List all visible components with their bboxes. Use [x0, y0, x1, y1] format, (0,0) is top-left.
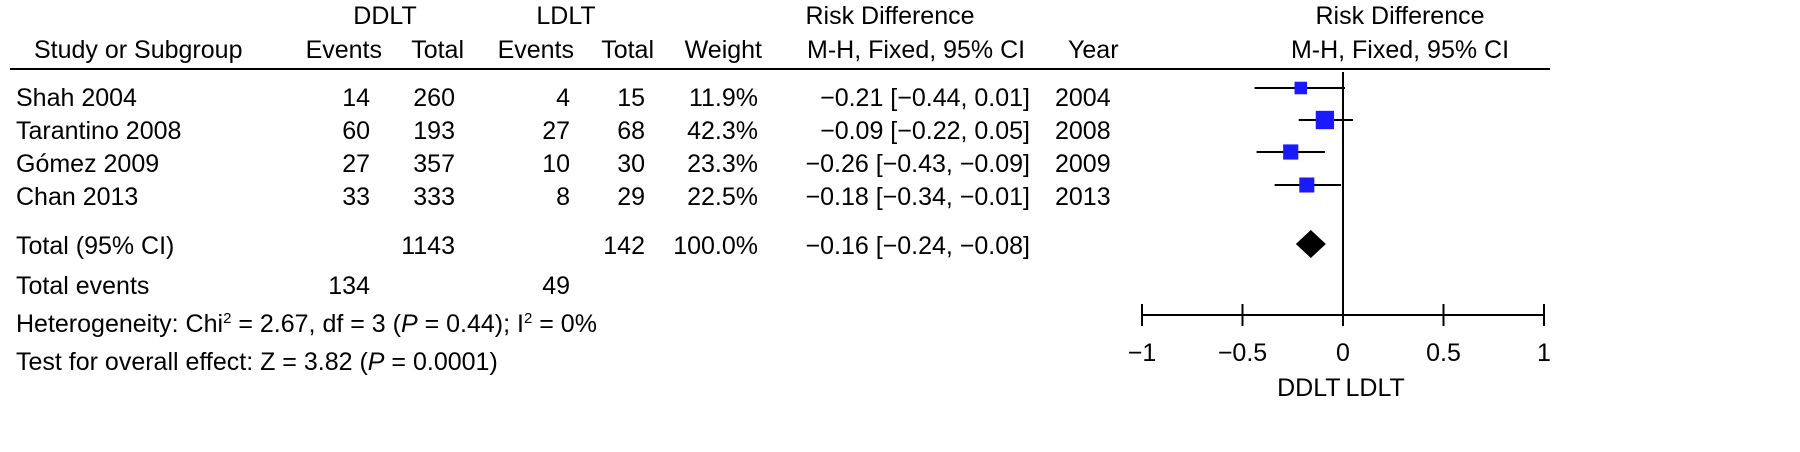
ddlt-total: 357: [413, 150, 455, 178]
ldlt-events: 4: [556, 84, 570, 112]
study-marker: [1294, 81, 1308, 95]
ldlt-events: 27: [542, 117, 570, 145]
overall-effect-text: Test for overall effect: Z = 3.82 (P = 0…: [16, 348, 498, 376]
plot-method: M-H, Fixed, 95% CI: [1290, 36, 1510, 64]
ddlt-group-header: DDLT: [353, 2, 417, 30]
tick-label: −1: [1128, 339, 1157, 367]
method-header: M-H, Fixed, 95% CI: [807, 36, 1026, 64]
ddlt-events: 14: [342, 84, 370, 112]
ddlt-events-header: Events: [305, 36, 382, 64]
plot-title: Risk Difference: [1315, 2, 1485, 30]
tick-label: 1: [1537, 339, 1551, 367]
ddlt-favour-label: DDLT: [1277, 374, 1340, 402]
ldlt-group-header: LDLT: [536, 2, 596, 30]
rd-group-header: Risk Difference: [805, 2, 975, 30]
total-ldlt-events: 49: [542, 272, 570, 300]
ddlt-total: 333: [413, 183, 455, 211]
study-column-header: Study or Subgroup: [34, 36, 243, 64]
pooled-diamond: [1295, 230, 1326, 258]
total-ci: −0.16 [−0.24, −0.08]: [805, 232, 1031, 260]
ldlt-total: 30: [617, 150, 645, 178]
weight: 23.3%: [687, 150, 758, 178]
ddlt-events: 60: [342, 117, 370, 145]
weight-header: Weight: [684, 36, 762, 64]
tick-label: 0: [1336, 339, 1350, 367]
ldlt-events: 10: [542, 150, 570, 178]
weight: 42.3%: [687, 117, 758, 145]
total-ddlt-events: 134: [328, 272, 370, 300]
ddlt-events: 27: [342, 150, 370, 178]
ldlt-total: 15: [617, 84, 645, 112]
ddlt-total-header: Total: [411, 36, 464, 64]
year-header: Year: [1068, 36, 1119, 64]
ddlt-total: 193: [413, 117, 455, 145]
total-label: Total (95% CI): [16, 232, 175, 260]
tick-label: −0.5: [1218, 339, 1267, 367]
total-weight: 100.0%: [673, 232, 758, 260]
ldlt-total: 29: [617, 183, 645, 211]
year: 2004: [1055, 84, 1111, 112]
study-marker: [1315, 110, 1335, 130]
ldlt-events-header: Events: [497, 36, 574, 64]
ci: −0.21 [−0.44, 0.01]: [820, 84, 1030, 112]
total-ddlt-total: 1143: [401, 232, 455, 260]
ldlt-total: 68: [617, 117, 645, 145]
year: 2013: [1055, 183, 1111, 211]
study-marker: [1299, 177, 1315, 193]
ddlt-total: 260: [413, 84, 455, 112]
ci: −0.09 [−0.22, 0.05]: [820, 117, 1030, 145]
ldlt-favour-label: LDLT: [1346, 374, 1405, 402]
ldlt-total-header: Total: [601, 36, 654, 64]
ci: −0.26 [−0.43, −0.09]: [805, 150, 1031, 178]
study-name: Chan 2013: [16, 183, 139, 211]
header-rule: [10, 68, 1550, 70]
study-name: Gómez 2009: [16, 150, 160, 178]
total-ldlt-total: 142: [603, 232, 645, 260]
ci: −0.18 [−0.34, −0.01]: [805, 183, 1031, 211]
study-name: Tarantino 2008: [16, 117, 182, 145]
ldlt-events: 8: [556, 183, 570, 211]
weight: 11.9%: [688, 84, 758, 112]
tick-label: 0.5: [1426, 339, 1461, 367]
weight: 22.5%: [687, 183, 758, 211]
heterogeneity-text: Heterogeneity: Chi2 = 2.67, df = 3 (P = …: [16, 310, 597, 338]
study-name: Shah 2004: [16, 84, 137, 112]
ddlt-events: 33: [342, 183, 370, 211]
year: 2008: [1055, 117, 1111, 145]
year: 2009: [1055, 150, 1111, 178]
events-label: Total events: [16, 272, 150, 300]
study-marker: [1283, 144, 1299, 160]
